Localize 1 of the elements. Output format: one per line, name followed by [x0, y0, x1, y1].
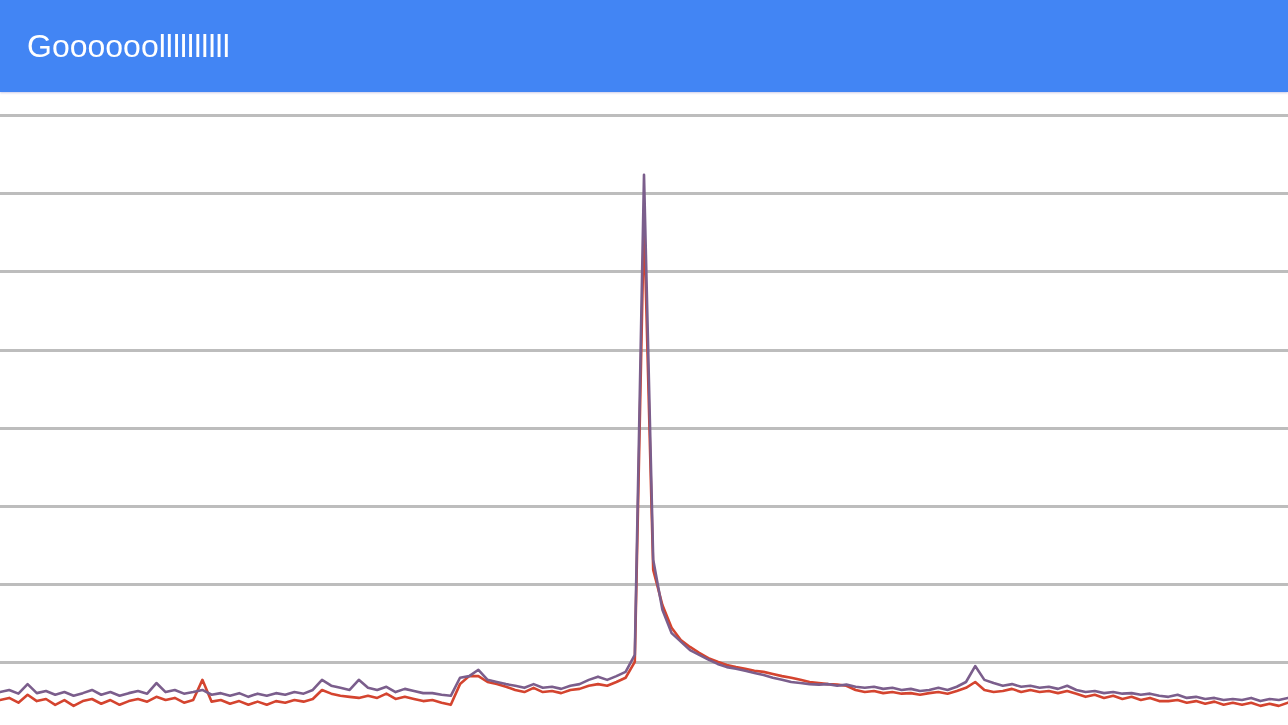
chart-title: Goooooollllllllll: [27, 27, 230, 66]
